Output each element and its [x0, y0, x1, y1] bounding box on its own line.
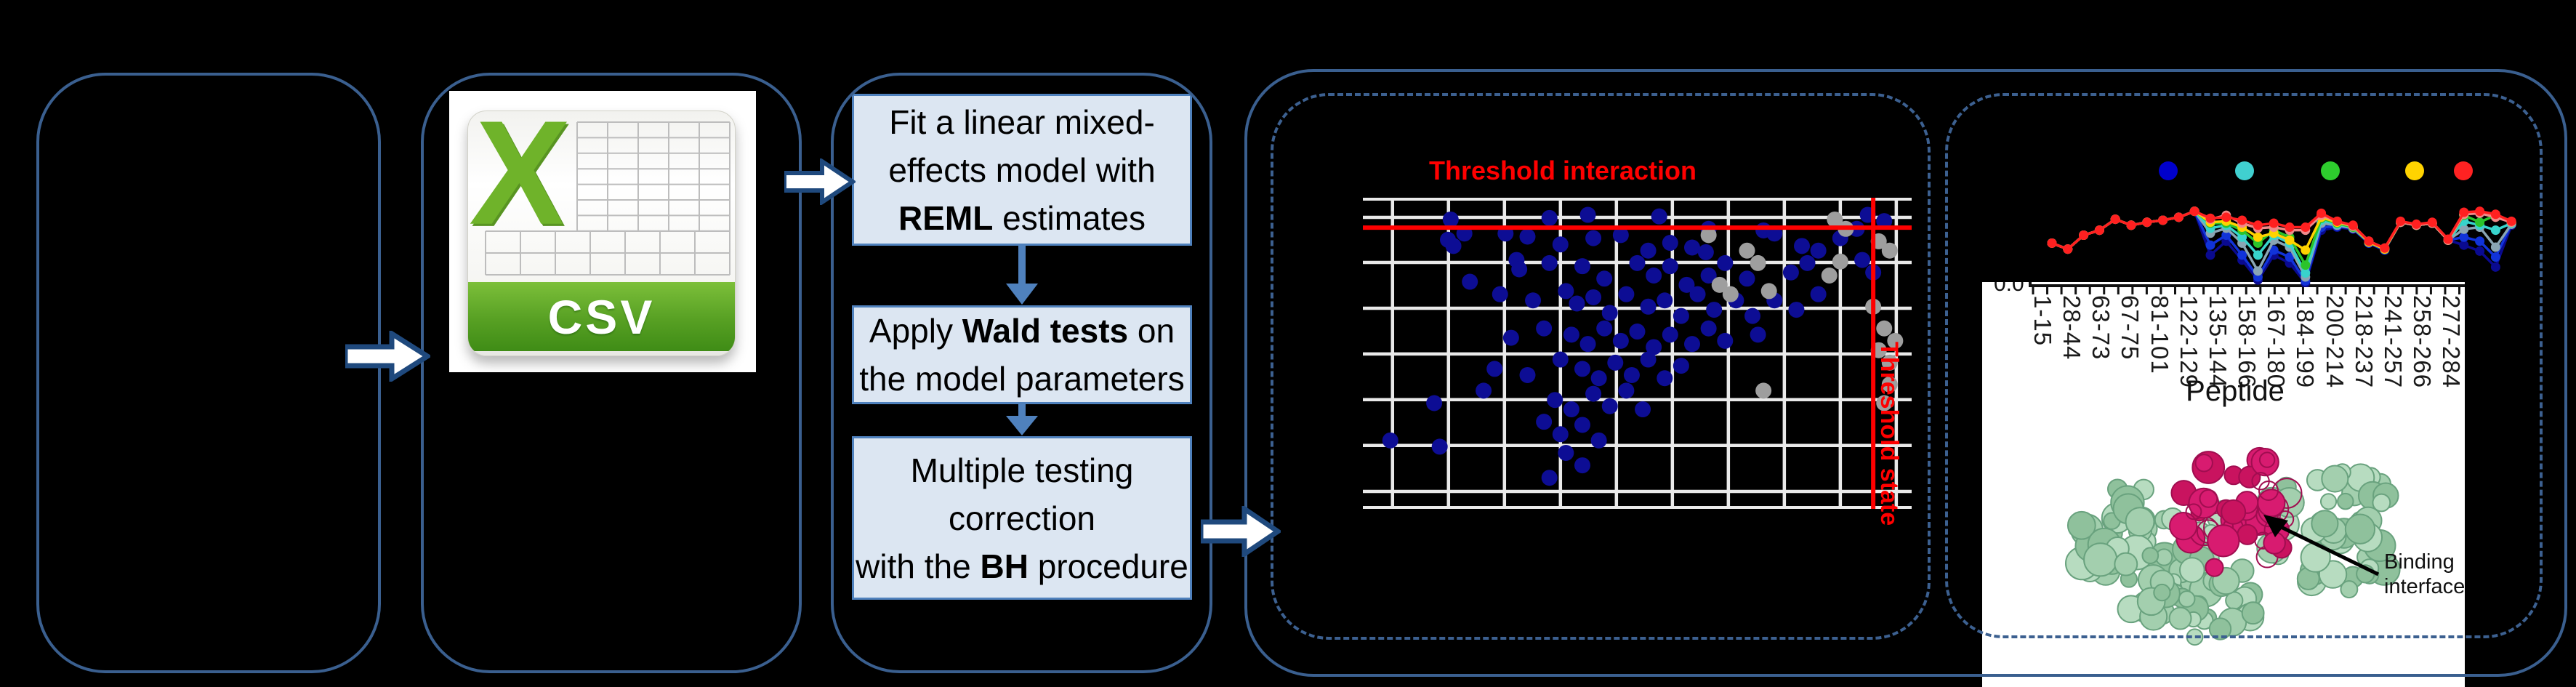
- peptide-tick-label: 218-237: [2350, 295, 2378, 389]
- csv-band-label: CSV: [547, 289, 656, 344]
- legend-dot-icon: [2454, 161, 2473, 180]
- peptide-tick-label: 184-199: [2292, 295, 2319, 389]
- step-wald-tests: Apply Wald tests on the model parameters: [852, 305, 1192, 404]
- x-axis-title: Peptide: [2186, 375, 2285, 407]
- arrow-stage1-to-stage2: [345, 331, 430, 382]
- peptide-tick-label: 158-166: [2234, 295, 2261, 389]
- threshold-state-label: Threshold state: [1875, 342, 1903, 526]
- peptide-tick-label: 241-257: [2379, 295, 2407, 389]
- legend-dot-icon: [2321, 161, 2340, 180]
- peptide-tick-label: 81-101: [2146, 295, 2173, 374]
- peptide-axis-image: 0.0 1-15 28-44 63-73 67-75 81-101 122-129 135-…: [1982, 282, 2465, 687]
- threshold-interaction-label: Threshold interaction: [1428, 156, 1697, 185]
- binding-interface-label-line1: Binding: [2384, 550, 2455, 574]
- csv-file-icon: X CSV: [467, 111, 736, 356]
- peptide-tick-label: 122-129: [2175, 295, 2202, 389]
- spreadsheet-grid-icon: [485, 121, 730, 276]
- process-step-line: the model parameters: [859, 360, 1185, 398]
- peptide-tick-label: 1-15: [2029, 295, 2056, 347]
- scatter-plot: [1363, 198, 1912, 509]
- scatter-svg: [1363, 198, 1912, 509]
- down-arrow-icon: [1006, 246, 1038, 305]
- peptide-tick-label: 200-214: [2321, 295, 2348, 389]
- peptide-tick-label: 135-144: [2204, 295, 2231, 389]
- csv-file-image: X CSV: [449, 91, 756, 372]
- stage1-box: [36, 73, 381, 673]
- process-step-line: with the BH procedure: [856, 547, 1188, 585]
- process-step-line: Multiple testing: [910, 451, 1134, 489]
- process-step-line: Apply Wald tests on: [869, 312, 1175, 350]
- grid-lines: [485, 121, 730, 276]
- step-multiple-testing: Multiple testing correction with the BH pr…: [852, 436, 1192, 600]
- arrow-stage2-to-stage3: [784, 158, 856, 205]
- binding-interface-label-line2: interface: [2384, 575, 2465, 598]
- peptide-tick-label: 277-284: [2438, 295, 2465, 389]
- peptide-tick-label: 67-75: [2117, 295, 2144, 361]
- step-fit-model: Fit a linear mixed-effects model with REM…: [852, 94, 1192, 246]
- x-axis: [2029, 282, 2465, 294]
- process-step-line: Fit a linear mixed-: [889, 103, 1155, 141]
- process-step-line: effects model with: [888, 150, 1156, 189]
- legend-dot-icon: [2235, 161, 2254, 180]
- peptide-tick-label: 63-73: [2088, 295, 2115, 361]
- binding-interface-arrow-icon: [2263, 515, 2380, 576]
- legend-dot-icon: [2405, 161, 2424, 180]
- csv-band: CSV: [468, 282, 735, 351]
- down-arrow-icon: [1006, 404, 1038, 435]
- peptide-tick-label: 28-44: [2058, 295, 2086, 361]
- peptide-tick-label: 167-180: [2263, 295, 2290, 389]
- y-axis-zero-label: 0.0: [1994, 282, 2024, 296]
- process-step-line: correction: [949, 499, 1095, 537]
- peptide-tick-label: 258-266: [2408, 295, 2436, 389]
- protein-structure-image: [2064, 446, 2401, 646]
- process-step-line: REML estimates: [898, 198, 1146, 237]
- legend-dot-icon: [2159, 161, 2178, 180]
- peptide-line-chart: [2047, 206, 2516, 287]
- arrow-stage3-to-results: [1201, 506, 1281, 557]
